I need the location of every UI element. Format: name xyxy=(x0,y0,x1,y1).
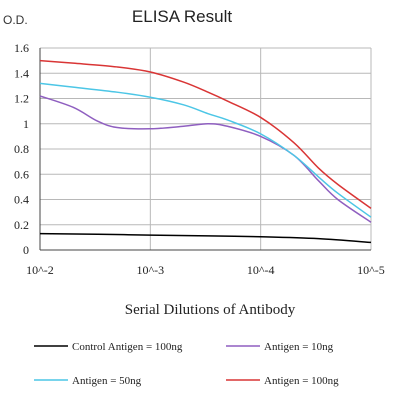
series-line-3 xyxy=(39,59,372,209)
y-tick-label: 0.4 xyxy=(14,193,29,207)
x-tick-label: 10^-2 xyxy=(26,263,54,277)
x-tick-label: 10^-4 xyxy=(247,263,275,277)
y-tick-label: 0 xyxy=(23,243,29,257)
series-line-2 xyxy=(39,82,372,218)
y-tick-label: 0.2 xyxy=(14,218,29,232)
x-tick-labels: 10^-2 10^-3 10^-4 10^-5 xyxy=(26,263,385,277)
x-axis-label: Serial Dilutions of Antibody xyxy=(125,302,296,318)
legend-label: Antigen = 10ng xyxy=(264,341,334,353)
legend-label: Antigen = 50ng xyxy=(72,375,142,387)
x-tick-label: 10^-5 xyxy=(357,263,385,277)
series-lines xyxy=(39,59,372,244)
y-tick-label: 0.8 xyxy=(14,142,29,156)
legend: Control Antigen = 100ng Antigen = 10ng Ant… xyxy=(34,341,339,387)
legend-label: Antigen = 100ng xyxy=(264,375,339,387)
y-tick-label: 1.2 xyxy=(14,92,29,106)
series-line-1 xyxy=(39,95,372,223)
legend-label: Control Antigen = 100ng xyxy=(72,341,183,353)
y-tick-label: 0.6 xyxy=(14,167,29,181)
y-tick-label: 1.6 xyxy=(14,41,29,55)
x-tick-label: 10^-3 xyxy=(137,263,165,277)
y-axis-label: O.D. xyxy=(3,13,28,27)
y-tick-labels: 0 0.2 0.4 0.6 0.8 1 1.2 1.4 1.6 xyxy=(14,41,29,257)
y-tick-label: 1.4 xyxy=(14,66,29,80)
chart-title: ELISA Result xyxy=(132,7,232,26)
grid-lines xyxy=(40,47,372,251)
series-line-0 xyxy=(39,232,372,244)
y-tick-label: 1 xyxy=(23,117,29,131)
